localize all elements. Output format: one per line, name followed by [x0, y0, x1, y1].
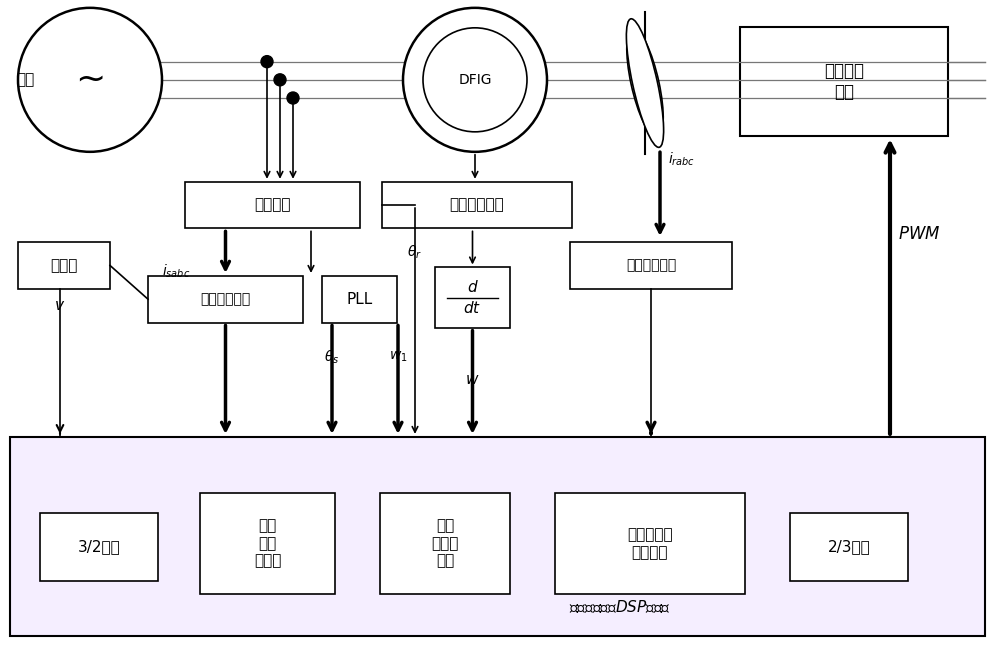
FancyBboxPatch shape — [40, 513, 158, 581]
Text: ~: ~ — [75, 63, 105, 97]
FancyBboxPatch shape — [382, 182, 572, 228]
Text: $d$: $d$ — [467, 278, 478, 295]
Ellipse shape — [403, 8, 547, 152]
Text: 转子侧逆
变器: 转子侧逆 变器 — [824, 62, 864, 101]
Text: 转子位置检测: 转子位置检测 — [450, 197, 504, 213]
Text: 无源积分滑模$DSP$控制器: 无源积分滑模$DSP$控制器 — [569, 598, 671, 615]
Ellipse shape — [627, 29, 663, 138]
FancyBboxPatch shape — [185, 182, 360, 228]
Text: $w_1$: $w_1$ — [389, 350, 407, 364]
FancyBboxPatch shape — [200, 493, 335, 594]
Text: $v$: $v$ — [54, 297, 66, 313]
FancyBboxPatch shape — [322, 276, 397, 323]
Ellipse shape — [274, 74, 286, 86]
FancyBboxPatch shape — [18, 242, 110, 289]
Text: 电流处理电路: 电流处理电路 — [200, 292, 251, 306]
Ellipse shape — [18, 8, 162, 152]
Text: $i_{rabc}$: $i_{rabc}$ — [668, 151, 695, 167]
Ellipse shape — [626, 19, 664, 147]
FancyBboxPatch shape — [380, 493, 510, 594]
Text: 电网: 电网 — [16, 72, 34, 88]
Text: 3/2变换: 3/2变换 — [78, 539, 120, 554]
Ellipse shape — [261, 56, 273, 67]
Text: 电流
期望值
计算: 电流 期望值 计算 — [431, 519, 459, 569]
Text: $PWM$: $PWM$ — [898, 225, 940, 243]
Text: $w$: $w$ — [465, 372, 479, 387]
Text: 电网状态: 电网状态 — [254, 197, 291, 213]
Text: 电流反馈无
源控制器: 电流反馈无 源控制器 — [627, 528, 673, 559]
Ellipse shape — [287, 92, 299, 104]
FancyBboxPatch shape — [790, 513, 908, 581]
Text: 电流处理电路: 电流处理电路 — [626, 258, 676, 273]
Ellipse shape — [423, 28, 527, 132]
Text: $i_{sabc}$: $i_{sabc}$ — [162, 263, 190, 280]
Text: 2/3变换: 2/3变换 — [828, 539, 870, 554]
FancyBboxPatch shape — [740, 27, 948, 136]
Text: $\theta_r$: $\theta_r$ — [407, 243, 423, 260]
Text: PLL: PLL — [346, 291, 373, 307]
FancyBboxPatch shape — [10, 437, 985, 636]
Text: 积分
滑模
控制器: 积分 滑模 控制器 — [254, 519, 281, 569]
FancyBboxPatch shape — [555, 493, 745, 594]
Text: 测风仪: 测风仪 — [50, 258, 78, 273]
Text: DFIG: DFIG — [458, 73, 492, 87]
FancyBboxPatch shape — [148, 276, 303, 323]
FancyBboxPatch shape — [435, 267, 510, 328]
FancyBboxPatch shape — [570, 242, 732, 289]
Text: $\theta_s$: $\theta_s$ — [324, 349, 340, 365]
Text: $dt$: $dt$ — [463, 300, 482, 317]
